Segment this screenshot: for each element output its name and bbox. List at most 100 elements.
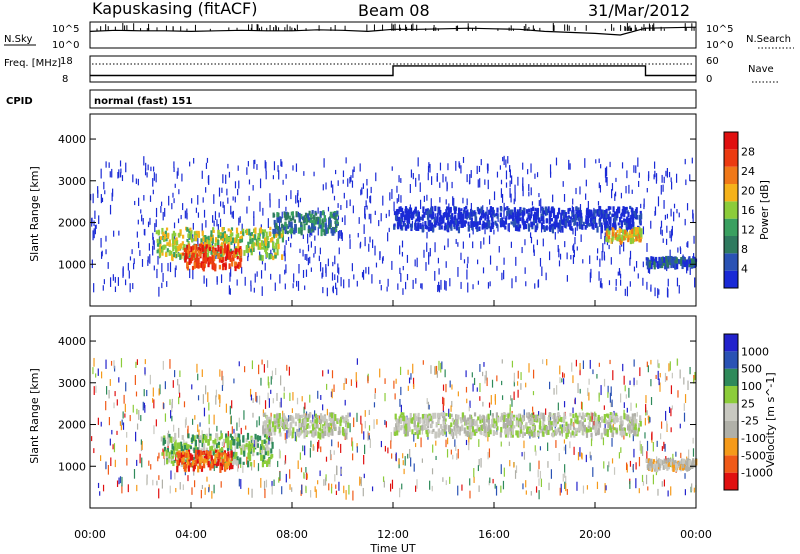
data-cell xyxy=(295,413,298,419)
data-cell xyxy=(660,421,663,429)
data-cell xyxy=(189,227,192,232)
data-cell xyxy=(407,369,409,375)
ytick-label: 2000 xyxy=(58,217,86,230)
data-cell xyxy=(481,223,484,230)
data-cell xyxy=(462,241,464,249)
data-cell xyxy=(410,214,413,220)
data-cell xyxy=(279,233,282,239)
data-cell xyxy=(533,418,536,423)
data-cell xyxy=(306,253,308,261)
data-cell xyxy=(174,232,177,237)
data-cell xyxy=(405,426,408,431)
data-cell xyxy=(411,429,414,435)
data-cell xyxy=(613,417,616,425)
data-cell xyxy=(313,226,317,231)
power-colorbar-label: Power [dB] xyxy=(758,180,771,240)
data-cell xyxy=(175,487,177,493)
data-cell xyxy=(612,228,615,233)
data-cell xyxy=(176,451,179,455)
data-cell xyxy=(298,414,301,422)
data-cell xyxy=(428,430,431,434)
data-cell xyxy=(569,441,571,449)
data-cell xyxy=(657,370,659,380)
data-cell xyxy=(573,222,576,226)
data-cell xyxy=(193,231,196,237)
data-cell xyxy=(493,229,495,235)
data-cell xyxy=(625,394,627,399)
data-cell xyxy=(272,228,275,234)
data-cell xyxy=(343,428,346,433)
data-cell xyxy=(153,425,155,435)
data-cell xyxy=(178,244,181,251)
data-cell xyxy=(204,247,207,253)
data-cell xyxy=(396,430,399,436)
data-cell xyxy=(685,179,687,186)
data-cell xyxy=(559,487,561,496)
data-cell xyxy=(618,206,621,214)
data-cell xyxy=(555,440,557,448)
data-cell xyxy=(313,171,315,177)
data-cell xyxy=(525,281,527,287)
data-cell xyxy=(113,360,115,369)
data-cell xyxy=(558,418,562,422)
data-cell xyxy=(366,178,368,186)
cpid-panel: CPID normal (fast) 151 xyxy=(6,89,697,109)
data-cell xyxy=(483,362,485,367)
data-cell xyxy=(399,206,402,212)
data-cell xyxy=(459,417,463,422)
data-cell xyxy=(570,226,573,231)
data-cell xyxy=(231,211,233,218)
data-cell xyxy=(214,438,217,445)
data-cell xyxy=(610,386,612,397)
data-cell xyxy=(677,390,679,398)
data-cell xyxy=(403,428,406,434)
data-cell xyxy=(351,437,353,447)
data-cell xyxy=(214,264,217,272)
data-cell xyxy=(539,257,542,267)
data-cell xyxy=(556,212,560,219)
data-cell xyxy=(509,427,512,432)
data-cell xyxy=(220,259,224,263)
beam-title: Beam 08 xyxy=(358,1,430,20)
data-cell xyxy=(480,212,483,218)
data-cell xyxy=(390,440,392,449)
data-cell xyxy=(387,278,389,287)
data-cell xyxy=(623,430,626,436)
data-cell xyxy=(477,280,479,285)
data-cell xyxy=(559,225,562,231)
data-cell xyxy=(607,236,610,240)
data-cell xyxy=(225,250,229,255)
data-cell xyxy=(567,423,570,430)
data-cell xyxy=(248,246,251,253)
data-cell xyxy=(240,479,242,489)
data-cell xyxy=(118,230,120,236)
data-cell xyxy=(616,237,619,242)
data-cell xyxy=(253,459,255,468)
data-cell xyxy=(627,237,630,243)
data-cell xyxy=(670,208,672,217)
data-cell xyxy=(153,240,155,250)
data-cell xyxy=(477,416,480,421)
data-cell xyxy=(564,220,567,226)
data-cell xyxy=(206,157,209,163)
data-cell xyxy=(209,446,212,452)
data-cell xyxy=(574,219,577,226)
data-cell xyxy=(500,464,502,475)
data-cell xyxy=(615,413,618,417)
data-cell xyxy=(375,262,378,268)
data-cell xyxy=(144,359,146,365)
data-cell xyxy=(275,231,278,238)
data-cell xyxy=(253,287,255,293)
data-cell xyxy=(437,412,440,418)
data-cell xyxy=(598,362,600,367)
data-cell xyxy=(440,279,442,290)
data-cell xyxy=(538,478,540,486)
data-cell xyxy=(391,188,393,199)
data-cell xyxy=(203,209,206,218)
data-cell xyxy=(208,427,210,438)
data-cell xyxy=(379,279,381,284)
data-cell xyxy=(119,160,122,167)
data-cell xyxy=(276,217,279,223)
data-cell xyxy=(684,473,686,479)
